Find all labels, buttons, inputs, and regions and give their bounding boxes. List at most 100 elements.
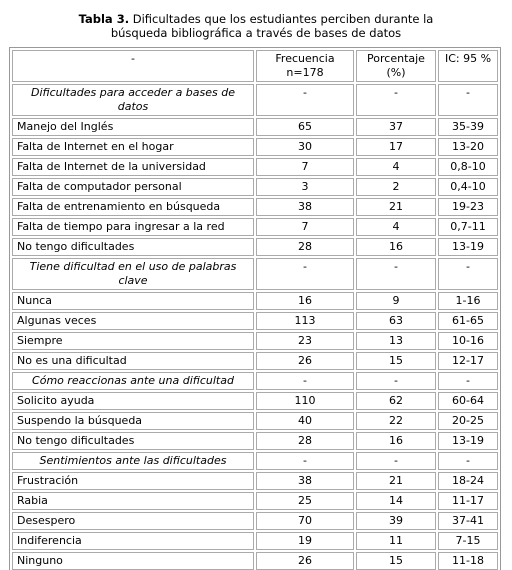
row-label: Sentimientos ante las dificultades <box>12 452 254 470</box>
cell: 11-18 <box>438 552 498 570</box>
row-label: Frustración <box>12 472 254 490</box>
data-row: Falta de tiempo para ingresar a la red 7 4… <box>12 218 498 236</box>
cell: - <box>438 452 498 470</box>
cell: 20-25 <box>438 412 498 430</box>
data-row: Falta de Internet de la universidad 7 4 0,8… <box>12 158 498 176</box>
header-row: - Frecuencia n=178 Porcentaje (%) IC: 95 % <box>12 50 498 82</box>
header-cell: Frecuencia n=178 <box>256 50 354 82</box>
data-row: Solicito ayuda 110 62 60-64 <box>12 392 498 410</box>
row-label: Rabia <box>12 492 254 510</box>
cell: 37-41 <box>438 512 498 530</box>
row-label: Falta de Internet en el hogar <box>12 138 254 156</box>
data-row: Indiferencia 19 11 7-15 <box>12 532 498 550</box>
cell: 70 <box>256 512 354 530</box>
row-label: Indiferencia <box>12 532 254 550</box>
cell: 7-15 <box>438 532 498 550</box>
cell: 61-65 <box>438 312 498 330</box>
row-label: Desespero <box>12 512 254 530</box>
cell: 2 <box>356 178 436 196</box>
data-row: Nunca 16 9 1-16 <box>12 292 498 310</box>
cell: 10-16 <box>438 332 498 350</box>
cell: 30 <box>256 138 354 156</box>
row-label: Falta de Internet de la universidad <box>12 158 254 176</box>
cell: 65 <box>256 118 354 136</box>
cell: 13 <box>356 332 436 350</box>
row-label: Falta de entrenamiento en búsqueda <box>12 198 254 216</box>
cell: 0,7-11 <box>438 218 498 236</box>
data-row: Manejo del Inglés 65 37 35-39 <box>12 118 498 136</box>
cell: 16 <box>356 238 436 256</box>
data-row: Rabia 25 14 11-17 <box>12 492 498 510</box>
row-label: Dificultades para acceder a bases de dat… <box>12 84 254 116</box>
section-row: Tiene dificultad en el uso de palabras c… <box>12 258 498 290</box>
section-row: Dificultades para acceder a bases de dat… <box>12 84 498 116</box>
cell: 19-23 <box>438 198 498 216</box>
cell: 26 <box>256 552 354 570</box>
cell: 14 <box>356 492 436 510</box>
header-cell: IC: 95 % <box>438 50 498 82</box>
row-label: Solicito ayuda <box>12 392 254 410</box>
cell: 19 <box>256 532 354 550</box>
data-row: Frustración 38 21 18-24 <box>12 472 498 490</box>
row-label: No tengo dificultades <box>12 432 254 450</box>
cell: 38 <box>256 472 354 490</box>
table-body: - Frecuencia n=178 Porcentaje (%) IC: 95 % D… <box>12 50 498 570</box>
cell: - <box>256 84 354 116</box>
data-row: Falta de computador personal 3 2 0,4-10 <box>12 178 498 196</box>
cell: 38 <box>256 198 354 216</box>
cell: 4 <box>356 158 436 176</box>
row-label: Falta de computador personal <box>12 178 254 196</box>
cell: 39 <box>356 512 436 530</box>
row-label: Nunca <box>12 292 254 310</box>
row-label: No es una dificultad <box>12 352 254 370</box>
cell: 21 <box>356 472 436 490</box>
cell: 25 <box>256 492 354 510</box>
data-row: Suspendo la búsqueda 40 22 20-25 <box>12 412 498 430</box>
cell: 9 <box>356 292 436 310</box>
cell: - <box>356 452 436 470</box>
table-caption: Tabla 3. Dificultades que los estudiante… <box>56 12 456 40</box>
cell: 18-24 <box>438 472 498 490</box>
header-cell: - <box>12 50 254 82</box>
data-row: No tengo dificultades 28 16 13-19 <box>12 432 498 450</box>
cell: 60-64 <box>438 392 498 410</box>
cell: 15 <box>356 552 436 570</box>
cell: 62 <box>356 392 436 410</box>
cell: 1-16 <box>438 292 498 310</box>
cell: 0,8-10 <box>438 158 498 176</box>
cell: - <box>438 258 498 290</box>
cell: 110 <box>256 392 354 410</box>
cell: 17 <box>356 138 436 156</box>
data-row: Algunas veces 113 63 61-65 <box>12 312 498 330</box>
cell: 12-17 <box>438 352 498 370</box>
cell: 28 <box>256 238 354 256</box>
cell: 23 <box>256 332 354 350</box>
data-row: No tengo dificultades 28 16 13-19 <box>12 238 498 256</box>
cell: - <box>356 372 436 390</box>
data-row: No es una dificultad 26 15 12-17 <box>12 352 498 370</box>
cell: 26 <box>256 352 354 370</box>
row-label: Algunas veces <box>12 312 254 330</box>
cell: - <box>438 84 498 116</box>
data-row: Siempre 23 13 10-16 <box>12 332 498 350</box>
cell: 35-39 <box>438 118 498 136</box>
header-cell: Porcentaje (%) <box>356 50 436 82</box>
row-label: Falta de tiempo para ingresar a la red <box>12 218 254 236</box>
table: - Frecuencia n=178 Porcentaje (%) IC: 95 % D… <box>9 47 501 570</box>
cell: - <box>256 258 354 290</box>
cell: 22 <box>356 412 436 430</box>
row-label: Ninguno <box>12 552 254 570</box>
cell: 16 <box>256 292 354 310</box>
cell: 13-19 <box>438 238 498 256</box>
row-label: Cómo reaccionas ante una dificultad <box>12 372 254 390</box>
caption-label: Tabla 3. <box>78 12 130 26</box>
cell: 0,4-10 <box>438 178 498 196</box>
cell: 113 <box>256 312 354 330</box>
row-label: Siempre <box>12 332 254 350</box>
section-row: Sentimientos ante las dificultades - - - <box>12 452 498 470</box>
row-label: Manejo del Inglés <box>12 118 254 136</box>
cell: 21 <box>356 198 436 216</box>
cell: 7 <box>256 218 354 236</box>
data-row: Ninguno 26 15 11-18 <box>12 552 498 570</box>
cell: 13-19 <box>438 432 498 450</box>
